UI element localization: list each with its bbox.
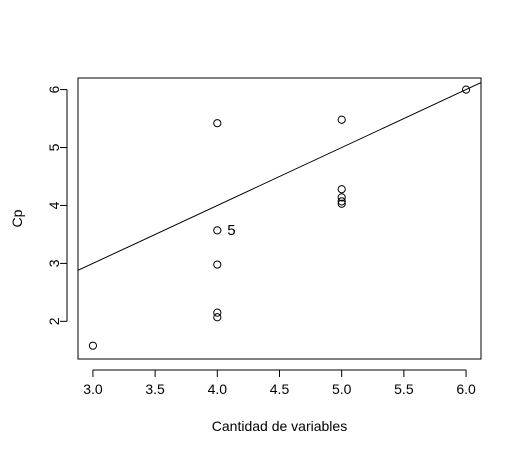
- y-tick-label: 3: [46, 259, 62, 267]
- axes-layer: 3.0 3.5 4.0 4.5 5.0 5.5 6.0 2 3 4 5 6: [46, 77, 482, 397]
- y-tick-label: 6: [46, 85, 62, 93]
- data-point: [213, 226, 222, 235]
- y-axis-label: Cp: [9, 209, 25, 227]
- x-tick-label: 5.5: [394, 381, 414, 397]
- data-point: [337, 199, 346, 208]
- point-annotation: 5: [227, 222, 235, 239]
- data-point: [213, 119, 222, 128]
- annotations-layer: 5: [227, 222, 235, 239]
- x-tick-label: 6.0: [456, 381, 476, 397]
- y-tick-label: 5: [46, 143, 62, 151]
- y-tick-label: 4: [46, 201, 62, 209]
- data-point: [337, 193, 346, 202]
- reference-line: [78, 82, 481, 271]
- reference-line-layer: [78, 82, 481, 271]
- x-tick-label: 3.5: [145, 381, 165, 397]
- plot-frame: [77, 77, 482, 360]
- points-layer: [88, 85, 471, 350]
- data-point: [461, 85, 471, 94]
- data-point: [337, 197, 346, 206]
- data-point: [337, 185, 346, 194]
- data-point: [213, 260, 222, 269]
- x-tick-label: 3.0: [83, 381, 103, 397]
- x-tick-label: 4.0: [208, 381, 228, 397]
- data-point: [88, 341, 98, 350]
- x-tick-label: 4.5: [270, 381, 290, 397]
- data-point: [213, 308, 222, 317]
- y-tick-label: 2: [46, 317, 62, 325]
- x-axis-label: Cantidad de variables: [212, 418, 347, 434]
- data-point: [213, 313, 222, 322]
- x-tick-label: 5.0: [332, 381, 352, 397]
- data-point: [337, 115, 346, 124]
